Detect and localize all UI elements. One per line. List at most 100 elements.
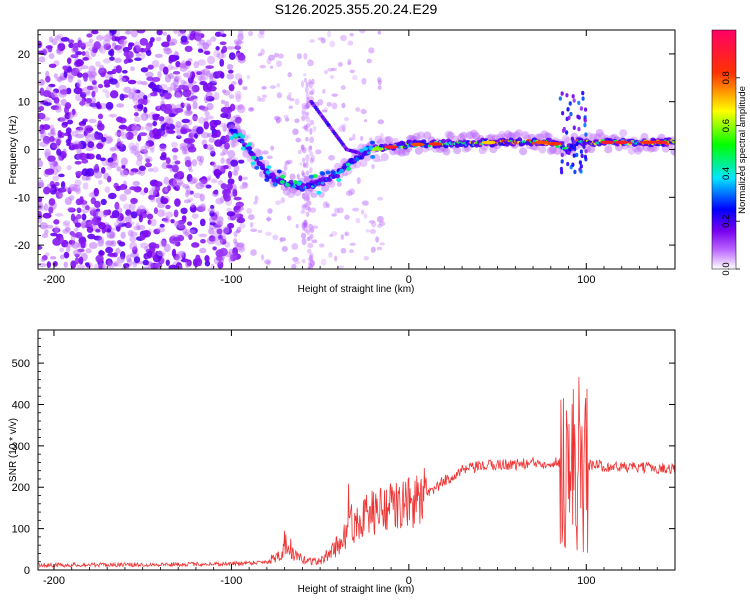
noise-speckle <box>287 215 292 221</box>
ridge-halo <box>619 129 628 138</box>
noise-speckle <box>57 117 66 122</box>
noise-speckle <box>247 107 255 112</box>
noise-speckle <box>66 57 72 65</box>
noise-speckle <box>301 102 308 109</box>
noise-speckle <box>199 218 206 227</box>
noise-speckle <box>330 230 338 237</box>
noise-speckle <box>180 258 190 263</box>
noise-speckle <box>220 183 228 190</box>
noise-speckle <box>258 97 266 102</box>
noise-speckle <box>83 76 88 82</box>
noise-speckle <box>309 189 317 193</box>
noise-speckle <box>330 75 334 79</box>
noise-speckle <box>309 145 313 150</box>
noise-speckle <box>138 213 143 223</box>
ridge-peak <box>600 140 615 145</box>
noise-speckle <box>305 170 310 176</box>
noise-speckle <box>208 72 215 79</box>
burst-blob <box>569 111 573 117</box>
noise-speckle <box>90 48 97 58</box>
noise-speckle <box>64 227 71 232</box>
noise-speckle <box>192 258 198 267</box>
ridge-halo <box>472 132 481 141</box>
noise-speckle <box>95 210 105 219</box>
noise-speckle <box>86 33 93 38</box>
noise-speckle <box>130 197 138 204</box>
noise-speckle <box>105 246 114 254</box>
noise-speckle <box>79 100 86 106</box>
noise-speckle <box>127 91 135 100</box>
branch-segment <box>361 152 366 156</box>
noise-speckle <box>301 237 307 246</box>
ridge-halo <box>446 131 455 140</box>
noise-speckle <box>155 105 162 112</box>
noise-speckle <box>180 102 185 109</box>
noise-speckle <box>307 261 312 267</box>
noise-speckle <box>129 221 135 226</box>
noise-speckle <box>233 205 241 210</box>
noise-speckle <box>246 74 251 80</box>
noise-speckle <box>327 30 332 38</box>
burst-blob <box>581 96 585 101</box>
noise-speckle <box>48 63 57 68</box>
noise-speckle <box>219 122 228 128</box>
noise-speckle <box>170 141 178 148</box>
ridge-halo <box>242 149 251 158</box>
noise-speckle <box>159 155 167 161</box>
noise-speckle <box>98 179 103 185</box>
noise-speckle <box>276 83 281 88</box>
noise-speckle <box>257 52 263 57</box>
noise-speckle <box>132 96 138 104</box>
noise-speckle <box>38 50 45 55</box>
ridge-core-outer <box>517 137 523 142</box>
noise-speckle <box>235 41 240 50</box>
noise-speckle <box>146 122 154 127</box>
noise-speckle <box>118 74 124 80</box>
noise-speckle <box>38 105 45 112</box>
noise-speckle <box>377 119 384 125</box>
noise-speckle <box>48 160 56 166</box>
noise-speckle <box>163 92 172 100</box>
noise-speckle <box>105 240 115 246</box>
noise-speckle <box>301 222 309 229</box>
noise-speckle <box>68 42 74 49</box>
noise-speckle <box>370 246 376 253</box>
noise-speckle <box>74 160 82 165</box>
noise-speckle <box>100 136 107 143</box>
noise-speckle <box>211 133 219 138</box>
noise-speckle <box>124 30 132 35</box>
noise-speckle <box>120 231 126 239</box>
noise-speckle <box>178 63 187 68</box>
noise-speckle <box>182 88 192 98</box>
noise-speckle <box>320 37 326 44</box>
noise-speckle <box>142 259 149 266</box>
noise-speckle <box>185 60 192 66</box>
noise-speckle <box>108 113 118 118</box>
noise-speckle <box>260 254 265 261</box>
noise-speckle <box>81 120 87 125</box>
noise-speckle <box>48 198 56 206</box>
ridge-core-outer <box>440 138 447 144</box>
noise-speckle <box>106 175 112 183</box>
noise-speckle <box>304 205 310 211</box>
noise-speckle <box>183 231 189 236</box>
noise-speckle <box>87 141 95 149</box>
noise-speckle <box>300 232 307 239</box>
noise-speckle <box>246 207 252 215</box>
noise-speckle <box>153 181 163 187</box>
noise-speckle <box>349 242 356 246</box>
noise-speckle <box>309 119 315 126</box>
noise-speckle <box>220 157 225 164</box>
noise-speckle <box>205 144 214 150</box>
noise-speckle <box>108 161 116 169</box>
spectrogram-x-label: Height of straight line (km) <box>298 284 415 295</box>
noise-speckle <box>89 72 98 77</box>
noise-speckle <box>60 37 70 42</box>
noise-speckle <box>337 265 345 269</box>
noise-speckle <box>214 31 222 37</box>
noise-speckle <box>200 239 206 244</box>
ridge-halo <box>384 135 393 144</box>
noise-speckle <box>129 242 138 251</box>
burst-blob <box>562 126 566 132</box>
noise-speckle <box>42 212 52 219</box>
